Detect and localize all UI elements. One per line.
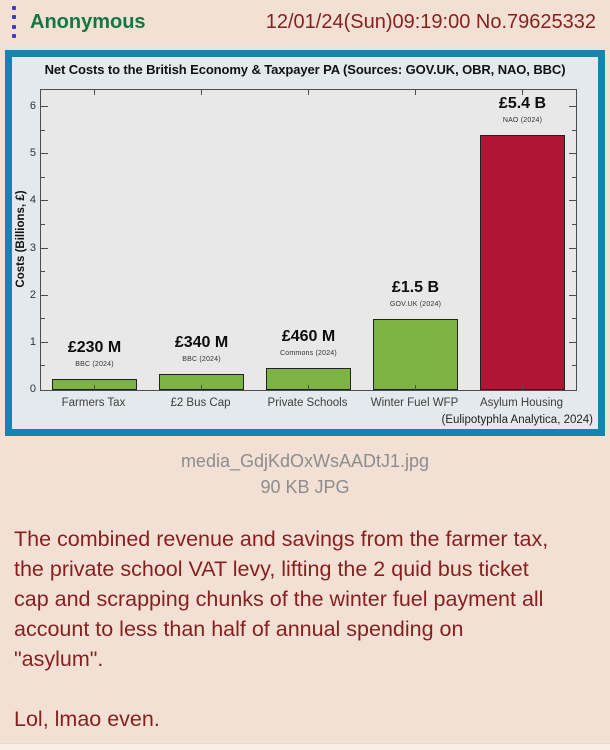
y-major-tick: [41, 153, 48, 155]
file-info: media_GdjKdOxWsAADtJ1.jpg 90 KB JPG: [0, 448, 610, 500]
y-major-tick: [41, 341, 48, 343]
x-tick-label: Private Schools: [267, 397, 348, 409]
y-minor-tick: [41, 223, 45, 225]
y-minor-tick: [572, 176, 576, 178]
y-minor-tick: [572, 318, 576, 320]
x-top-tick: [201, 90, 202, 95]
post-menu-icon[interactable]: [12, 4, 16, 41]
x-bottom-tick: [415, 385, 416, 390]
bar-value-label: £5.4 B: [498, 95, 547, 112]
bar-source-label: BBC (2024): [75, 361, 114, 368]
x-top-tick: [94, 90, 95, 95]
post-number[interactable]: No.79625332: [475, 10, 596, 33]
bar-5: [479, 135, 566, 390]
y-minor-tick: [572, 365, 576, 367]
y-minor-tick: [41, 176, 45, 178]
x-bottom-tick: [94, 385, 95, 390]
bar-value-label: £340 M: [174, 334, 229, 351]
y-major-tick: [569, 153, 576, 155]
file-size: 90 KB JPG: [260, 477, 350, 497]
x-bottom-tick: [522, 385, 523, 390]
x-tick-label: Winter Fuel WFP: [370, 397, 459, 409]
post-timestamp: 12/01/24(Sun)09:19:00: [265, 10, 471, 33]
post-meta: 12/01/24(Sun)09:19:00 No.79625332: [266, 11, 596, 34]
bar-source-label: GOV.UK (2024): [389, 301, 442, 308]
x-top-tick: [522, 90, 523, 95]
bar-source-label: NAO (2024): [502, 117, 543, 124]
y-major-tick: [41, 106, 48, 107]
bar-source-label: BBC (2024): [182, 356, 221, 363]
chart-title: Net Costs to the British Economy & Taxpa…: [44, 62, 566, 77]
bar-4: [372, 319, 459, 390]
y-major-tick: [41, 247, 48, 249]
y-tick-label: 2: [29, 288, 36, 301]
y-tick-label: 3: [29, 241, 36, 254]
chart-plot-area: £230 M BBC (2024) £340 M BBC (2024) £460 M Co…: [40, 89, 577, 391]
y-tick-label: 0: [29, 383, 36, 395]
y-tick-label: 6: [29, 100, 36, 112]
attached-chart-image[interactable]: Net Costs to the British Economy & Taxpa…: [5, 50, 605, 436]
y-minor-tick: [41, 318, 45, 320]
y-major-tick: [569, 341, 576, 343]
y-major-tick: [569, 294, 576, 296]
bar-value-label: £230 M: [67, 339, 122, 356]
post-divider: [0, 743, 610, 750]
y-tick-label: 1: [29, 335, 36, 348]
post-comment: The combined revenue and savings from th…: [14, 527, 549, 731]
x-top-tick: [415, 90, 416, 95]
y-minor-tick: [41, 129, 45, 131]
x-bottom-tick: [308, 385, 309, 390]
y-major-tick: [41, 294, 48, 296]
bar-value-label: £1.5 B: [391, 279, 440, 296]
bar-value-label: £460 M: [281, 328, 336, 345]
bar-source-label: Commons (2024): [280, 350, 337, 357]
x-top-tick: [308, 90, 309, 95]
y-major-tick: [41, 200, 48, 202]
post-header: Anonymous 12/01/24(Sun)09:19:00 No.79625…: [0, 0, 610, 46]
chart-attribution: (Eulipotyphla Analytica, 2024): [441, 414, 593, 426]
y-minor-tick: [41, 365, 45, 367]
x-tick-label: £2 Bus Cap: [170, 397, 231, 409]
y-major-tick: [569, 247, 576, 249]
y-major-tick: [569, 106, 576, 107]
y-minor-tick: [572, 223, 576, 225]
x-bottom-tick: [201, 385, 202, 390]
y-minor-tick: [41, 271, 45, 273]
y-tick-label: 4: [29, 194, 36, 207]
file-name[interactable]: media_GdjKdOxWsAADtJ1.jpg: [180, 451, 430, 471]
y-major-tick: [569, 200, 576, 202]
y-minor-tick: [572, 271, 576, 273]
x-tick-label: Asylum Housing: [479, 397, 564, 409]
x-tick-label: Farmers Tax: [61, 397, 126, 409]
y-minor-tick: [572, 129, 576, 131]
post-author: Anonymous: [30, 10, 146, 33]
y-tick-label: 5: [29, 147, 36, 160]
